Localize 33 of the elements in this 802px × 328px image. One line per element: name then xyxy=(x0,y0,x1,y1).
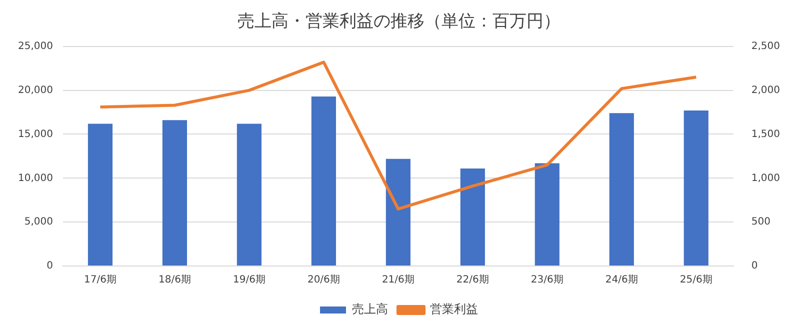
y-tick-label: 20,000 xyxy=(18,84,53,96)
y-tick-label: 10,000 xyxy=(18,172,53,184)
y-tick-label: 0 xyxy=(46,260,53,272)
bar xyxy=(460,168,485,266)
x-tick-label: 21/6期 xyxy=(382,274,414,286)
y2-tick-label: 1,000 xyxy=(751,172,780,184)
y2-tick-label: 2,500 xyxy=(751,40,780,52)
y2-tick-label: 500 xyxy=(751,216,770,228)
x-tick-label: 17/6期 xyxy=(84,274,116,286)
y-tick-label: 15,000 xyxy=(18,128,53,140)
legend-label: 売上高 xyxy=(352,302,388,316)
y2-tick-label: 2,000 xyxy=(751,84,780,96)
x-tick-label: 19/6期 xyxy=(232,274,266,286)
bar xyxy=(684,110,708,266)
bar xyxy=(609,113,634,266)
y-tick-label: 5,000 xyxy=(24,216,53,228)
y2-tick-label: 1,500 xyxy=(751,128,780,140)
x-tick-label: 25/6期 xyxy=(680,274,712,286)
x-tick-label: 20/6期 xyxy=(307,274,340,286)
x-tick-label: 22/6期 xyxy=(456,274,489,286)
bar xyxy=(236,124,262,266)
chart-title: 売上高・営業利益の推移（単位：百万円） xyxy=(238,12,560,32)
y-tick-label: 25,000 xyxy=(18,40,53,52)
bar xyxy=(386,158,410,266)
legend-label: 営業利益 xyxy=(430,302,478,316)
bar xyxy=(162,120,188,266)
bar xyxy=(311,96,336,266)
bar xyxy=(534,163,560,266)
x-tick-label: 24/6期 xyxy=(605,274,638,286)
y2-tick-label: 0 xyxy=(751,260,758,272)
x-tick-label: 18/6期 xyxy=(158,274,191,286)
x-tick-label: 23/6期 xyxy=(530,274,564,286)
bar xyxy=(88,124,113,266)
